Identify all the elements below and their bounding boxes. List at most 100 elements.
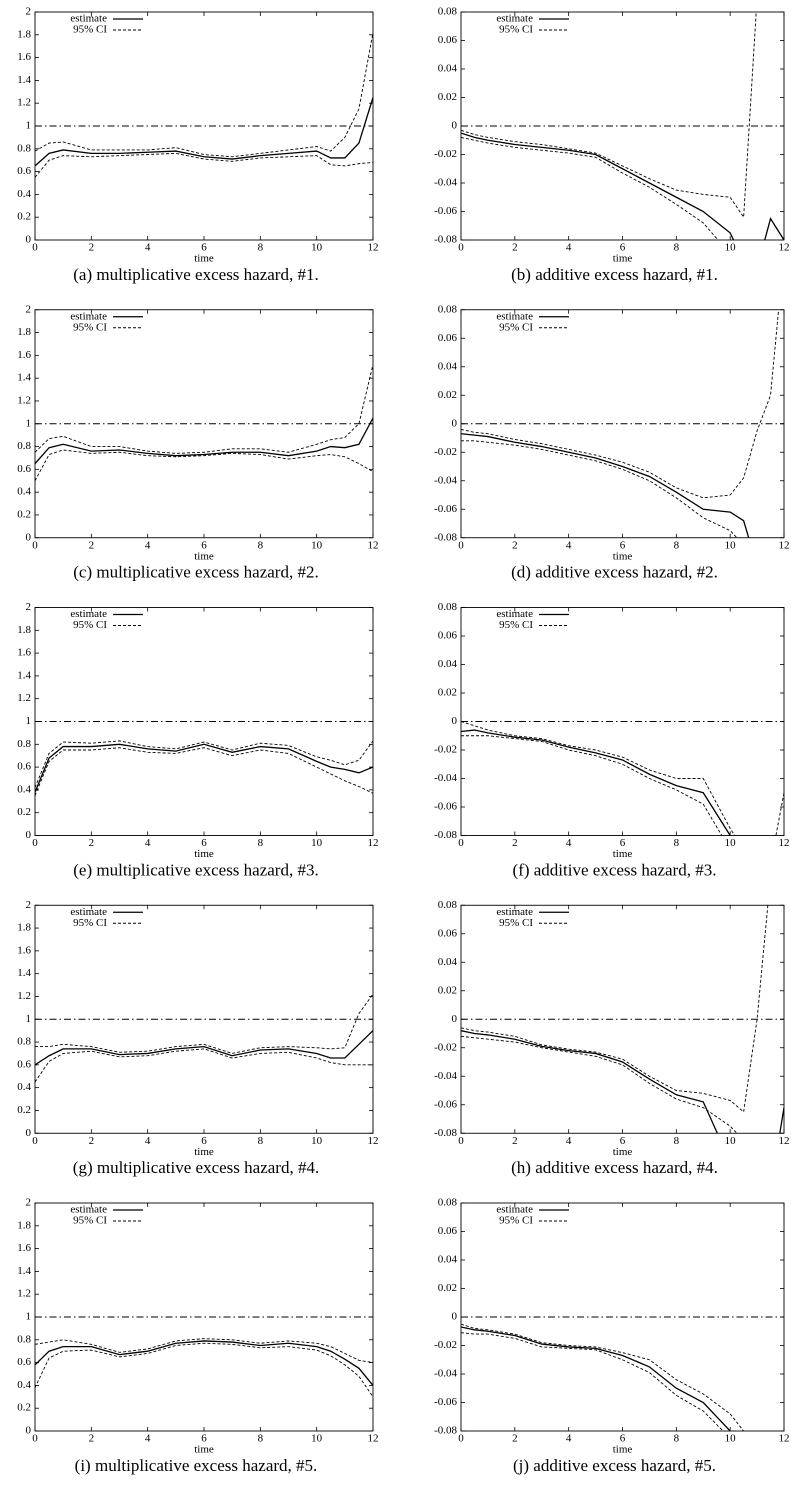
x-tick-label: 0 [458,837,464,849]
y-tick-label: 0.08 [438,1197,458,1209]
y-tick-label: 0.8 [17,142,31,154]
x-tick-label: 4 [145,1433,151,1445]
y-tick-label: 1.6 [17,349,31,361]
legend-label: 95% CI [73,619,107,631]
y-tick-label: 1.8 [17,624,31,636]
y-tick-label: 0.06 [438,34,458,46]
ci-line [461,1323,745,1431]
y-tick-label: 2 [26,899,32,911]
x-tick-label: 2 [89,539,95,551]
y-tick-label: -0.06 [434,503,457,515]
y-tick-label: -0.02 [434,1041,457,1053]
x-tick-label: 6 [201,837,207,849]
x-axis-label: time [194,848,214,860]
y-tick-label: 0.04 [438,63,458,75]
ci-line [35,993,373,1054]
y-tick-label: -0.04 [434,474,457,486]
x-tick-label: 2 [89,1433,95,1445]
estimate-line [35,97,373,167]
x-tick-label: 2 [89,242,95,254]
y-tick-label: 0 [452,1311,458,1323]
line-chart: 0 0.2 0.4 0.6 0.8 1 1.2 1.4 1.6 1.8 2 0 2 4 6 8 10 12 time… [17,601,378,879]
y-tick-label: 1.4 [17,74,31,86]
x-tick-label: 6 [201,1135,207,1147]
y-tick-label: -0.08 [434,531,457,543]
caption: (f) additive excess hazard, #3. [513,860,717,879]
x-tick-label: 4 [566,837,572,849]
y-tick-label: 0 [452,417,458,429]
ci-line [35,1342,373,1398]
ci-line [461,1035,738,1134]
y-tick-label: -0.02 [434,1339,457,1351]
x-axis-label: time [613,1146,633,1158]
legend-label: 95% CI [499,619,533,631]
plot-frame [460,11,785,241]
y-tick-label: 0.2 [17,508,31,520]
y-tick-label: 1.6 [17,647,31,659]
x-tick-label: 6 [620,1135,626,1147]
y-tick-label: 1.2 [17,1288,31,1300]
ci-line [461,136,719,240]
y-tick-label: 0.08 [438,601,458,613]
x-tick-label: 2 [512,1433,518,1445]
y-tick-label: 0.2 [17,1402,31,1414]
y-tick-label: 0.02 [438,1282,457,1294]
y-tick-label: 0 [452,120,458,132]
ci-line [35,32,373,158]
plot-frame [460,904,785,1134]
y-tick-label: 0.4 [17,1379,31,1391]
x-tick-label: 0 [458,1433,464,1445]
x-tick-label: 8 [674,837,680,849]
y-tick-label: 1.2 [17,97,31,109]
x-tick-label: 10 [725,1135,737,1147]
y-tick-label: 1.2 [17,990,31,1002]
y-tick-label: 0.04 [438,360,458,372]
x-axis-label: time [194,1146,214,1158]
y-tick-label: -0.04 [434,1070,457,1082]
y-tick-label: 1 [26,715,32,727]
y-tick-label: -0.08 [434,1127,457,1139]
caption: (h) additive excess hazard, #4. [511,1158,718,1177]
y-tick-label: 1.8 [17,922,31,934]
legend-label: estimate [496,1204,533,1216]
y-tick-label: 0.04 [438,956,458,968]
y-tick-label: 0.08 [438,6,458,18]
x-tick-label: 6 [201,1433,207,1445]
y-tick-label: -0.06 [434,801,457,813]
y-tick-label: -0.02 [434,744,457,756]
y-tick-label: 0 [26,1425,32,1437]
x-tick-label: 4 [145,837,151,849]
caption: (d) additive excess hazard, #2. [511,563,718,582]
y-tick-label: 2 [26,1197,32,1209]
legend-label: estimate [496,13,533,25]
y-tick-label: 0.6 [17,761,31,773]
y-tick-label: 1.4 [17,669,31,681]
x-tick-label: 10 [725,1433,737,1445]
plot-frame [460,1202,785,1432]
estimate-line [461,1030,784,1134]
x-axis-label: time [613,848,633,860]
line-chart: -0.08 -0.06 -0.04 -0.02 0 0.02 0.04 0.06 0.08 0 2 4… [434,1197,790,1475]
ci-line [461,1332,724,1431]
y-tick-label: 0.02 [438,91,457,103]
y-tick-label: 1.4 [17,1265,31,1277]
y-tick-label: 0.02 [438,389,457,401]
x-tick-label: 2 [512,242,518,254]
y-tick-label: 0.04 [438,1254,458,1266]
y-tick-label: 1.2 [17,692,31,704]
x-tick-label: 10 [311,1135,323,1147]
caption: (b) additive excess hazard, #1. [511,265,718,284]
y-tick-label: -0.04 [434,177,457,189]
ci-line [461,721,784,836]
x-tick-label: 4 [145,1135,151,1147]
x-tick-label: 12 [779,242,790,254]
y-tick-label: 0.06 [438,630,458,642]
x-tick-label: 12 [779,1433,790,1445]
y-tick-label: 1.8 [17,28,31,40]
caption: (e) multiplicative excess hazard, #3. [73,860,318,879]
line-chart: 0 0.2 0.4 0.6 0.8 1 1.2 1.4 1.6 1.8 2 0 2 4 6 8 10 12 time… [17,6,378,284]
x-axis-label: time [613,1444,633,1456]
plot-frame [460,607,785,836]
x-tick-label: 2 [89,837,95,849]
x-tick-label: 10 [725,242,737,254]
